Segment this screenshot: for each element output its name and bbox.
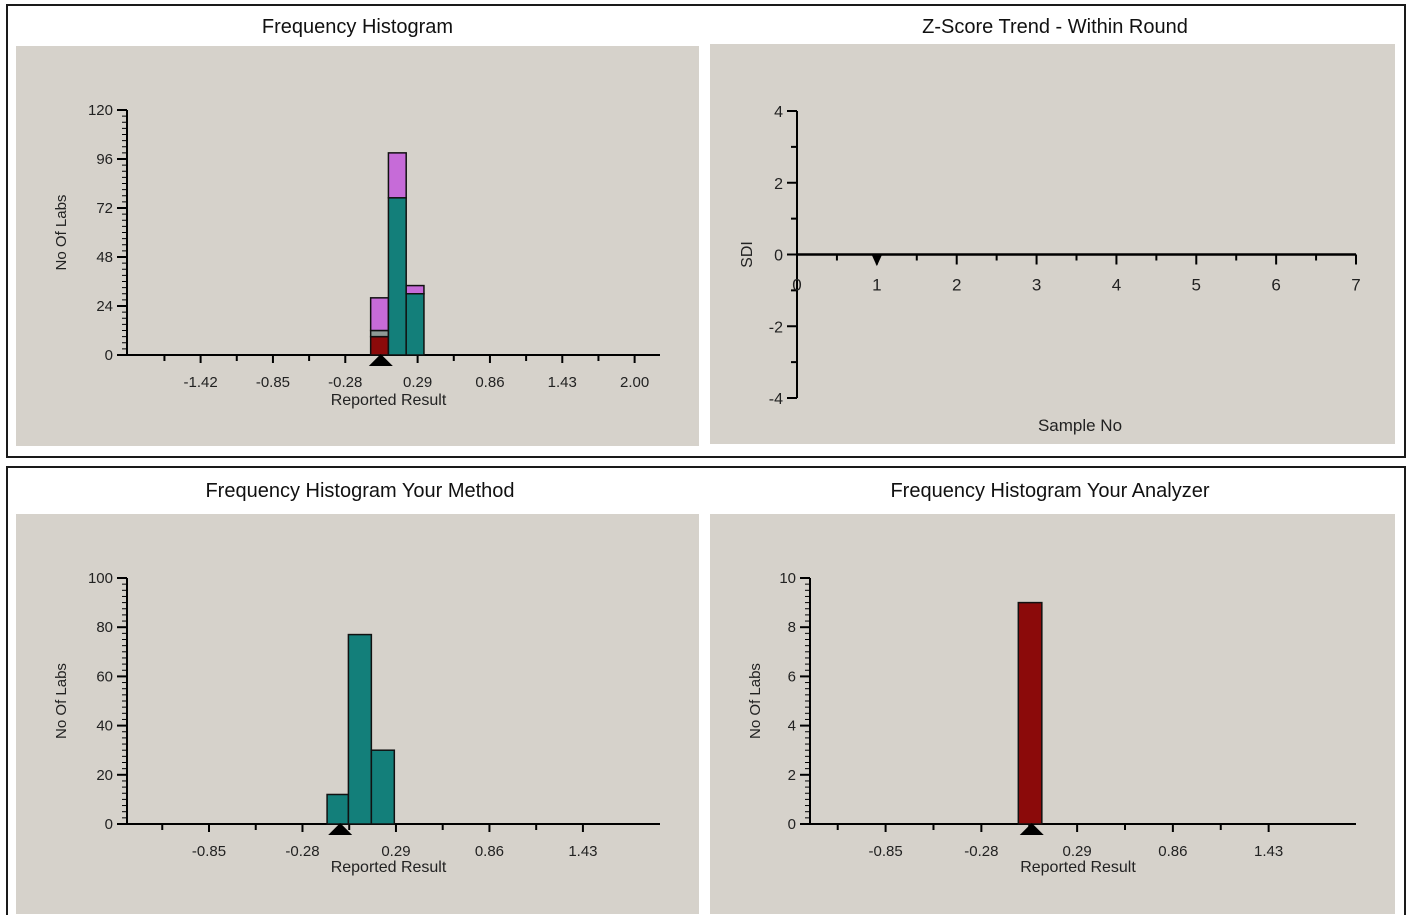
y-tick-label: 0 — [788, 816, 796, 833]
x-tick-label: 4 — [1112, 276, 1121, 295]
histogram-bar-segment — [326, 793, 350, 825]
x-tick-label: 0.86 — [1158, 843, 1187, 860]
x-tick-label: 3 — [1032, 276, 1041, 295]
y-tick-label: 2 — [788, 767, 796, 784]
y-tick-label: 4 — [788, 718, 796, 735]
chart-title-your-method: Frequency Histogram Your Method — [205, 480, 515, 502]
x-tick-label: 1 — [872, 276, 881, 295]
y-tick-label: 8 — [788, 619, 796, 636]
y-tick-label: 0 — [774, 248, 783, 265]
histogram-bar-segment — [369, 335, 390, 356]
x-tick-label: 0.86 — [475, 374, 504, 391]
y-tick-label: 2 — [774, 176, 783, 193]
x-tick-label: 1.43 — [548, 374, 577, 391]
y-tick-label: 80 — [96, 619, 113, 636]
x-tick-label: 1.43 — [568, 843, 597, 860]
y-tick-label: -2 — [769, 319, 783, 336]
histogram-bar-segment — [405, 284, 425, 295]
histogram-bar-segment — [369, 297, 390, 332]
x-tick-label: 5 — [1192, 276, 1201, 295]
y-tick-label: 72 — [96, 200, 113, 217]
y-tick-label: -4 — [769, 391, 783, 408]
plot-area-frequency-histogram — [16, 46, 699, 446]
x-tick-label: -0.85 — [868, 843, 902, 860]
histogram-bar-segment — [405, 293, 425, 356]
x-tick-label: 2 — [952, 276, 961, 295]
y-tick-label: 24 — [96, 298, 113, 315]
y-axis-label: No Of Labs — [747, 663, 764, 739]
y-tick-label: 100 — [88, 570, 113, 587]
y-tick-label: 60 — [96, 668, 113, 685]
x-tick-label: 0.86 — [475, 843, 504, 860]
y-tick-label: 6 — [788, 668, 796, 685]
y-tick-label: 48 — [96, 249, 113, 266]
x-tick-label: 0 — [792, 276, 801, 295]
y-tick-label: 4 — [774, 104, 783, 121]
your-result-marker — [1019, 823, 1044, 835]
histogram-bar-segment — [347, 633, 373, 825]
chart-title-frequency-histogram: Frequency Histogram — [261, 16, 454, 38]
histogram-bar-segment — [370, 749, 396, 825]
sdi-data-point — [871, 255, 882, 267]
x-tick-label: -0.85 — [192, 843, 226, 860]
y-tick-label: 96 — [96, 151, 113, 168]
histogram-bar-segment — [369, 329, 390, 338]
x-tick-label: -0.28 — [285, 843, 319, 860]
y-tick-label: 120 — [88, 102, 113, 119]
x-axis-label: Reported Result — [331, 392, 447, 409]
x-axis-label: Sample No — [1038, 416, 1122, 435]
your-result-marker — [368, 354, 393, 366]
x-axis-label: Reported Result — [331, 859, 447, 876]
x-axis-label: Reported Result — [1020, 859, 1136, 876]
x-tick-label: -0.28 — [964, 843, 998, 860]
x-tick-label: -0.28 — [328, 374, 362, 391]
y-tick-label: 40 — [96, 718, 113, 735]
chart-title-your-analyzer: Frequency Histogram Your Analyzer — [890, 480, 1210, 502]
y-axis-label: No Of Labs — [53, 663, 70, 739]
plot-area-zscore-trend — [710, 44, 1395, 444]
y-tick-label: 0 — [105, 347, 113, 364]
y-axis-label: No Of Labs — [53, 195, 70, 271]
x-tick-label: 1.43 — [1254, 843, 1283, 860]
y-tick-label: 20 — [96, 767, 113, 784]
plot-area-your-analyzer — [710, 514, 1395, 914]
x-tick-label: 0.29 — [403, 374, 432, 391]
x-tick-label: 6 — [1271, 276, 1280, 295]
y-tick-label: 10 — [779, 570, 796, 587]
x-tick-label: 2.00 — [620, 374, 649, 391]
your-result-marker — [328, 823, 353, 835]
x-tick-label: 0.29 — [1063, 843, 1092, 860]
histogram-bar-segment — [1017, 601, 1043, 825]
y-tick-label: 0 — [105, 816, 113, 833]
x-tick-label: 7 — [1351, 276, 1360, 295]
x-tick-label: 0.29 — [381, 843, 410, 860]
x-tick-label: -0.85 — [256, 374, 290, 391]
histogram-bar-segment — [387, 197, 407, 356]
histogram-bar-segment — [387, 152, 407, 199]
chart-title-zscore-trend: Z-Score Trend - Within Round — [922, 16, 1188, 38]
x-tick-label: -1.42 — [184, 374, 218, 391]
y-axis-label: SDI — [739, 241, 756, 268]
